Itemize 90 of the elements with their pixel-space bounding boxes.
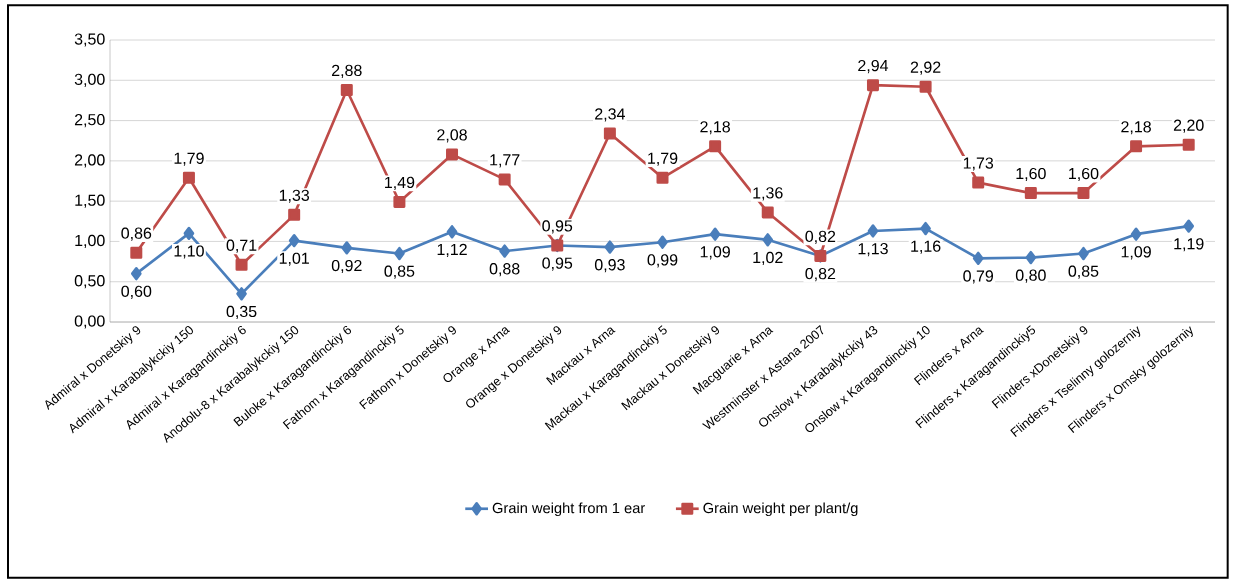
- y-tick-label: 3,00: [74, 73, 105, 87]
- point: [709, 140, 722, 153]
- data-label: 2,08: [437, 129, 467, 143]
- point: [1183, 219, 1195, 233]
- point: [130, 266, 142, 281]
- data-label: 2,18: [1121, 121, 1151, 135]
- data-label: 0,60: [121, 285, 152, 299]
- point: [972, 251, 984, 266]
- data-label: 0,95: [542, 220, 573, 234]
- point: [236, 287, 247, 301]
- data-label: 2,18: [700, 121, 730, 135]
- data-label: 0,79: [963, 270, 994, 284]
- data-label: 1,12: [437, 243, 467, 257]
- point: [1182, 138, 1195, 151]
- y-tick-label: 2,50: [74, 113, 105, 128]
- data-label: 1,60: [1069, 167, 1099, 182]
- data-label: 1,02: [753, 251, 783, 266]
- data-label: 0,85: [1068, 265, 1099, 279]
- data-label: 2,34: [595, 108, 625, 122]
- point: [498, 173, 511, 186]
- point: [919, 80, 932, 93]
- data-label: 0,93: [594, 259, 625, 273]
- data-label: 0,80: [1015, 269, 1046, 283]
- point: [394, 246, 405, 261]
- data-label: 1,19: [1174, 238, 1204, 252]
- point: [1025, 250, 1037, 265]
- y-tick-label: 0,50: [74, 275, 105, 289]
- data-label: 1,09: [700, 246, 730, 260]
- data-label: 0,95: [542, 257, 573, 271]
- point: [341, 241, 353, 255]
- data-label: 1,79: [174, 152, 204, 166]
- legend-label: Grain weight from 1 ear: [492, 502, 645, 517]
- point: [762, 233, 774, 247]
- data-label: 1,36: [753, 187, 783, 201]
- data-label: 1,79: [648, 152, 678, 166]
- data-label: 0,82: [805, 267, 836, 282]
- data-label: 1,33: [279, 189, 310, 203]
- point: [867, 224, 879, 238]
- y-tick-label: 2,00: [74, 154, 105, 168]
- data-label: 1,09: [1121, 246, 1151, 260]
- y-tick-label: 1,00: [75, 234, 105, 249]
- point: [446, 148, 459, 161]
- point: [761, 206, 774, 219]
- point: [182, 171, 195, 184]
- point: [709, 227, 721, 241]
- point: [1024, 187, 1037, 200]
- data-label: 0,99: [647, 254, 678, 268]
- point: [393, 195, 406, 208]
- point: [1130, 227, 1142, 241]
- data-label: 0,82: [805, 230, 836, 244]
- data-label: 1,10: [174, 245, 204, 259]
- point: [604, 240, 616, 254]
- data-label: 2,92: [910, 61, 941, 75]
- data-label: 0,88: [489, 263, 520, 277]
- point: [603, 127, 616, 140]
- data-label: 1,16: [911, 240, 941, 254]
- data-label: 2,94: [858, 59, 889, 74]
- point: [1130, 140, 1143, 153]
- point: [130, 246, 143, 259]
- point: [340, 83, 353, 96]
- point: [288, 233, 300, 248]
- point: [183, 226, 195, 241]
- data-label: 2,88: [332, 64, 362, 78]
- y-tick-label: 3,50: [74, 33, 105, 47]
- point: [920, 221, 931, 236]
- point: [499, 244, 510, 258]
- data-label: 0,86: [121, 227, 152, 241]
- data-label: 1,01: [279, 252, 309, 266]
- point: [1078, 246, 1089, 261]
- point: [657, 235, 668, 249]
- data-label: 0,92: [331, 259, 362, 274]
- data-label: 1,13: [858, 242, 888, 257]
- point: [288, 208, 301, 221]
- data-label: 1,77: [490, 154, 520, 168]
- data-label: 1,60: [1016, 167, 1046, 182]
- point: [656, 171, 669, 184]
- point: [1077, 187, 1090, 200]
- point: [235, 258, 248, 271]
- data-label: 0,35: [226, 305, 257, 320]
- legend-label: Grain weight per plant/g: [703, 502, 858, 517]
- data-label: 1,73: [963, 157, 994, 171]
- y-tick-label: 1,50: [75, 194, 105, 208]
- data-label: 0,85: [384, 265, 415, 279]
- point: [972, 176, 985, 189]
- data-label: 1,49: [385, 176, 415, 190]
- data-label: 0,71: [226, 239, 257, 253]
- y-tick-label: 0,00: [74, 315, 105, 329]
- point: [446, 225, 458, 239]
- data-label: 2,20: [1173, 119, 1204, 133]
- point: [866, 79, 879, 92]
